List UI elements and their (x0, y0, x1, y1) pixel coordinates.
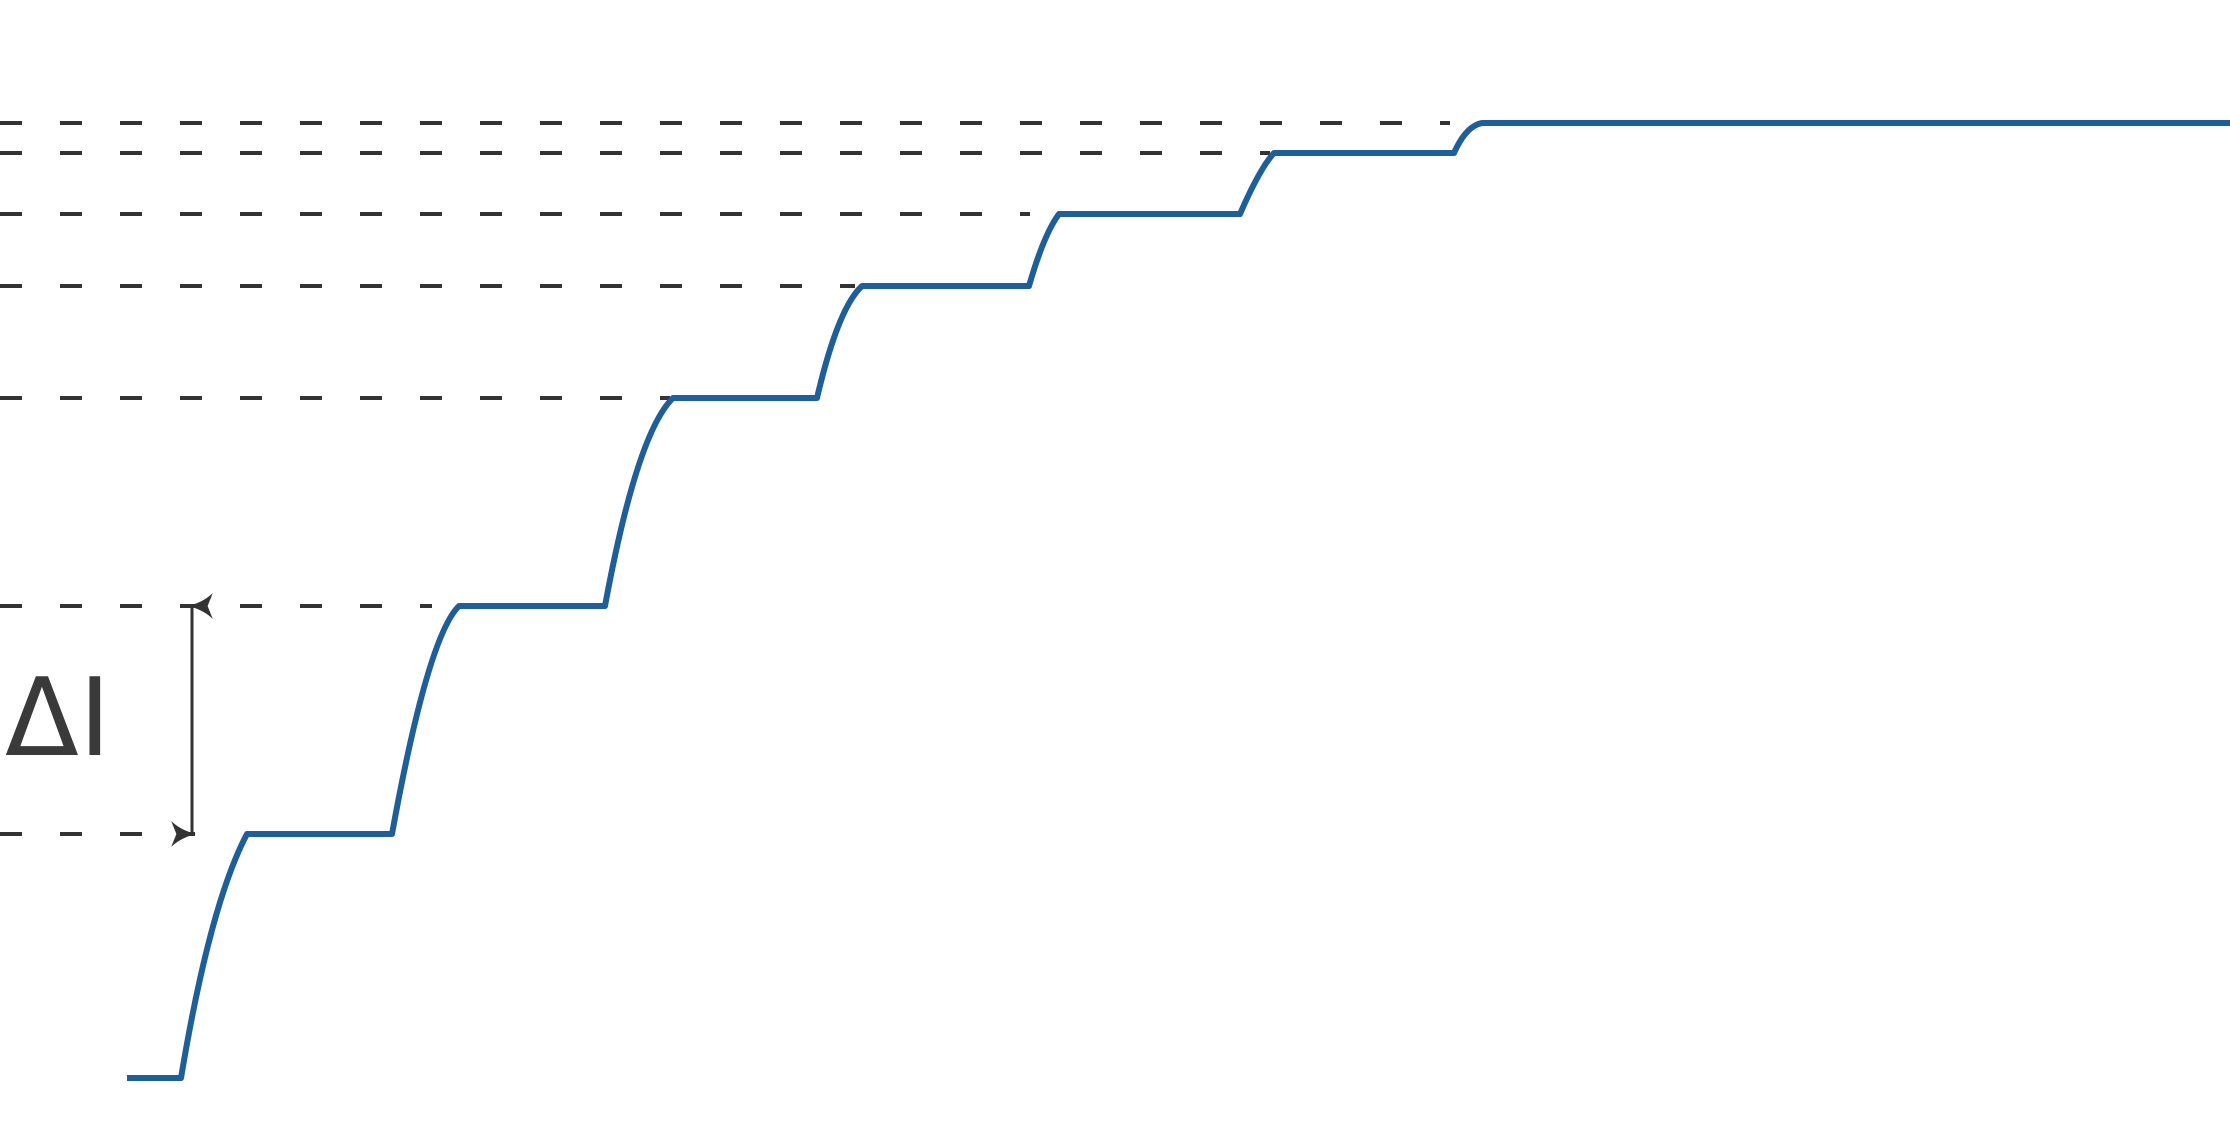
staircase-curve (127, 120, 2230, 1081)
delta-label: ΔI (5, 656, 111, 781)
level-guides (0, 121, 1450, 836)
